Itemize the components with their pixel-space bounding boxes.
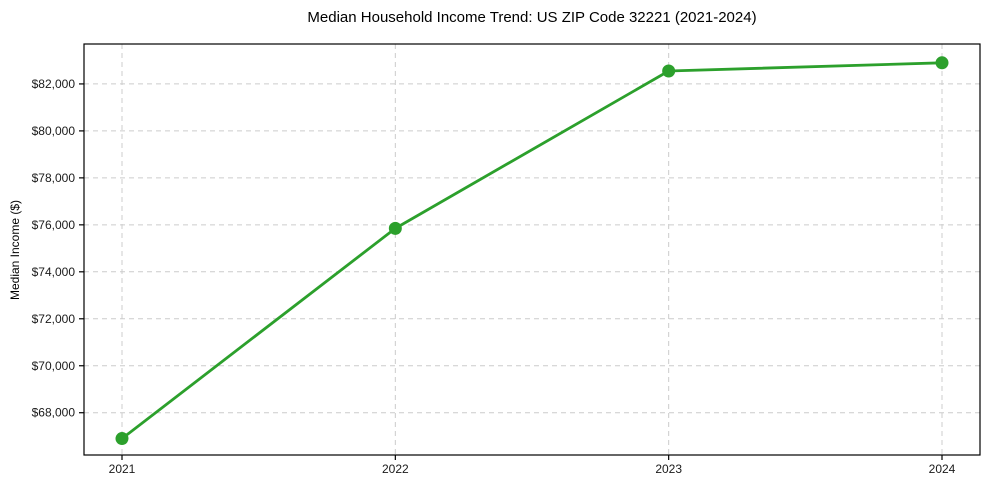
axis-tick-labels: $68,000 $70,000 $72,000 $74,000 $76,000 $78,0… <box>32 77 956 476</box>
data-point-marker <box>935 56 949 70</box>
y-tick-label: $74,000 <box>32 265 76 279</box>
y-tick-label: $68,000 <box>32 406 76 420</box>
x-tick-label: 2023 <box>655 462 682 476</box>
chart-title: Median Household Income Trend: US ZIP Co… <box>307 9 757 26</box>
income-trend-line <box>121 61 943 440</box>
y-axis-label: Median Income ($) <box>8 199 22 301</box>
x-tick-label: 2022 <box>382 462 409 476</box>
y-tick-label: $82,000 <box>32 77 76 91</box>
y-tick-label: $72,000 <box>32 312 76 326</box>
income-line-series <box>115 56 949 446</box>
data-point-marker <box>662 64 676 78</box>
x-tick-label: 2021 <box>109 462 136 476</box>
y-tick-label: $70,000 <box>32 359 76 373</box>
x-tick-label: 2024 <box>929 462 956 476</box>
data-point-marker <box>388 221 402 235</box>
plot-border <box>83 43 981 456</box>
y-tick-label: $78,000 <box>32 171 76 185</box>
data-point-marker <box>115 432 129 446</box>
gridlines <box>84 44 980 455</box>
axis-ticks <box>79 83 943 460</box>
y-tick-label: $80,000 <box>32 124 76 138</box>
y-tick-label: $76,000 <box>32 218 76 232</box>
